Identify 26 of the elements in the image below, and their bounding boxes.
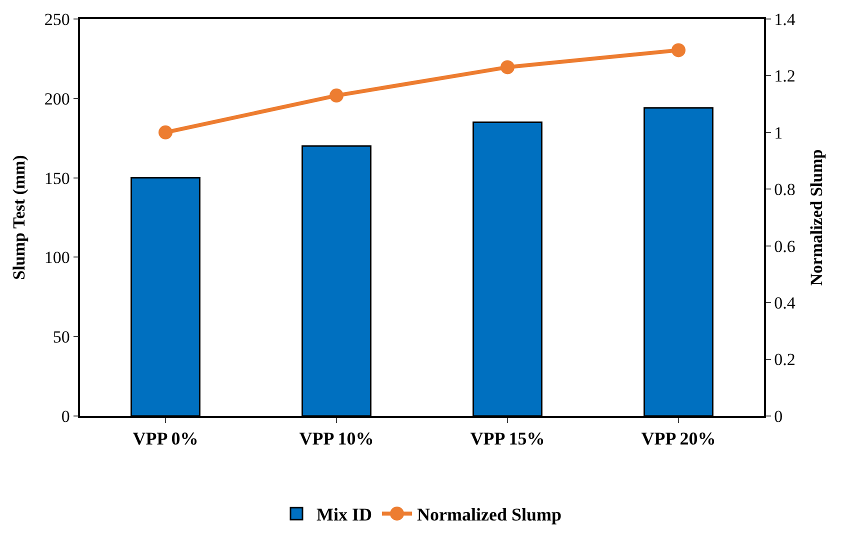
legend-label: Normalized Slump [417, 504, 562, 525]
y-tick-label: 250 [44, 10, 70, 29]
x-tick-label: VPP 20% [641, 428, 716, 448]
point [330, 88, 344, 103]
y2-tick-label: 0.6 [774, 236, 796, 256]
y-tick-label: 150 [44, 168, 70, 188]
y-axis-title: Slump Test (mm) [9, 155, 28, 280]
y2-tick-label: 0 [774, 406, 783, 426]
y2-tick-label: 1.2 [774, 66, 796, 86]
y2-tick-label: 0.4 [774, 294, 796, 313]
point [500, 60, 514, 74]
x-tick-label: VPP 10% [299, 428, 374, 448]
point [158, 125, 172, 140]
y2-tick-label: 0.2 [774, 350, 796, 370]
y-tick-label: 50 [52, 328, 70, 347]
y2-tick-label: 0.8 [774, 180, 796, 200]
y-tick-label: 100 [44, 248, 70, 268]
x-tick-label: VPP 0% [132, 428, 198, 448]
y2-tick-label: 1 [774, 123, 783, 142]
y2-axis-title: Normalized Slump [806, 149, 826, 286]
x-tick-label: VPP 15% [470, 428, 545, 448]
legend-label: Mix ID [316, 504, 372, 525]
y-tick-label: 0 [61, 406, 70, 426]
y-tick-label: 200 [44, 89, 70, 108]
point [672, 43, 686, 58]
y2-tick-label: 1.4 [774, 10, 796, 29]
